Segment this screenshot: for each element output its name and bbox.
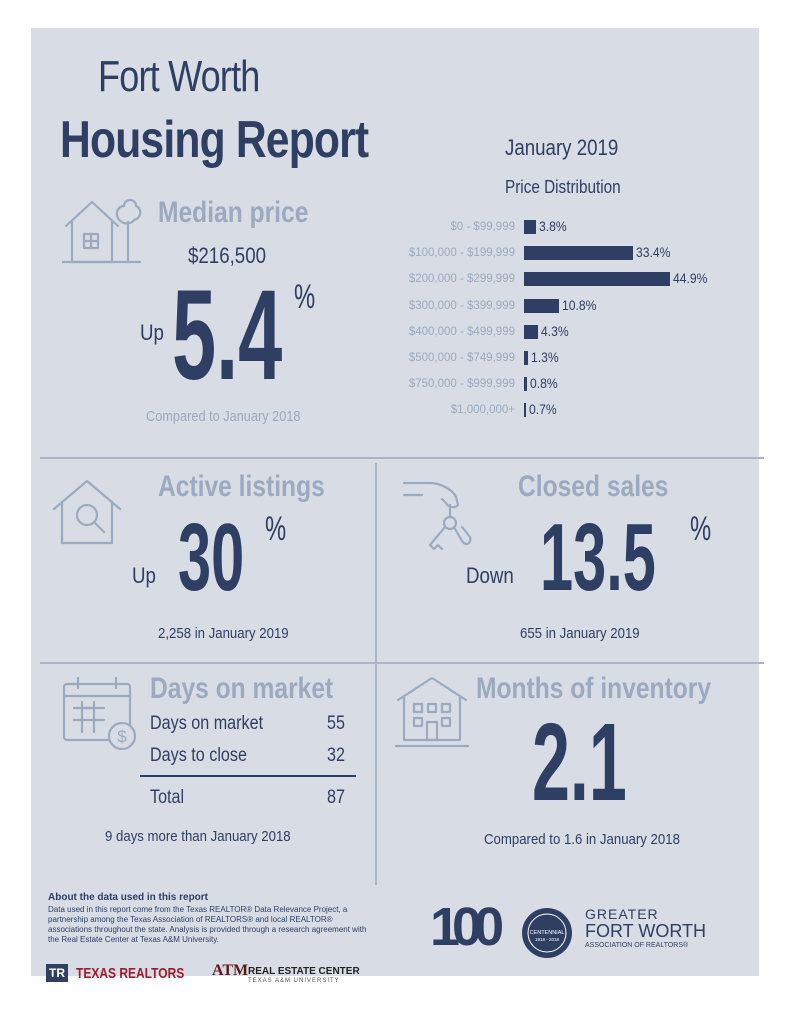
price-bucket-bar	[524, 324, 538, 339]
closed-change: 13.5	[540, 504, 656, 611]
gfw-line3: ASSOCIATION OF REALTORS®	[585, 942, 689, 949]
price-bucket-percent: 0.7%	[529, 402, 557, 418]
about-text: Data used in this report come from the T…	[48, 905, 367, 944]
rec-line2: TEXAS A&M UNIVERSITY	[248, 978, 340, 984]
building-icon	[394, 676, 470, 748]
svg-text:$: $	[117, 727, 127, 746]
total-label: Total	[150, 787, 185, 808]
dom-row-label: Days on market	[150, 713, 264, 734]
gfw-line2: FORT WORTH	[585, 921, 706, 941]
price-bucket-label: $300,000 - $399,999	[408, 299, 515, 312]
price-bucket-label: $750,000 - $999,999	[408, 378, 515, 391]
house-tree-icon	[62, 198, 142, 264]
gfw-line1: GREATER	[585, 906, 659, 922]
active-change: 30	[178, 504, 245, 611]
price-distribution-title: Price Distribution	[505, 177, 621, 197]
median-price-value: $216,500	[188, 243, 267, 268]
report-sheet	[31, 28, 759, 976]
price-bucket-label: $1,000,000+	[450, 404, 515, 417]
report-month: January 2019	[505, 135, 619, 160]
price-bucket-percent: 33.4%	[635, 245, 671, 261]
closed-direction: Down	[466, 563, 514, 588]
centennial-number: 100	[430, 897, 504, 957]
months-inventory-note: Compared to 1.6 in January 2018	[484, 831, 680, 848]
median-note: Compared to January 2018	[146, 408, 301, 425]
price-bucket-label: $0 - $99,999	[450, 221, 515, 233]
dom-note: 9 days more than January 2018	[105, 828, 291, 845]
closed-percent-sign: %	[690, 510, 712, 548]
title-line-2: Housing Report	[60, 111, 369, 169]
dom-row-value: 55	[327, 713, 345, 734]
price-bucket-bar	[524, 351, 529, 365]
price-bucket-percent: 3.8%	[539, 219, 568, 234]
days-on-market-heading: Days on market	[150, 672, 334, 705]
months-inventory-heading: Months of inventory	[476, 672, 712, 705]
title-line-1: Fort Worth	[98, 52, 260, 101]
median-change: 5.4	[172, 264, 283, 407]
texas-realtors-logo: TR TEXAS REALTORS	[46, 964, 216, 984]
median-direction: Up	[140, 320, 164, 345]
median-price-heading: Median price	[158, 196, 309, 229]
price-bucket-percent: 0.8%	[529, 376, 558, 392]
hand-keys-icon	[402, 481, 472, 551]
tamu-logo: ATM	[212, 962, 249, 979]
divider-1	[40, 457, 764, 459]
centennial-logo: 100 CENTENNIAL 1918 - 2018	[430, 897, 580, 962]
price-bucket-bar	[524, 298, 560, 313]
dtc-row-value: 32	[327, 745, 345, 766]
total-rule	[140, 775, 356, 777]
total-value: 87	[327, 787, 345, 808]
active-percent-sign: %	[265, 510, 287, 548]
price-bucket-percent: 4.3%	[540, 323, 569, 339]
price-bucket-percent: 44.9%	[673, 271, 708, 287]
centennial-years: 1918 - 2018	[535, 937, 560, 942]
price-bucket-label: $200,000 - $299,999	[408, 273, 515, 286]
centennial-seal-text: CENTENNIAL	[530, 930, 565, 936]
house-search-icon	[52, 479, 122, 545]
price-bucket-bar	[524, 272, 670, 287]
price-bucket-percent: 10.8%	[562, 297, 597, 313]
price-bucket-bar	[524, 246, 633, 261]
rec-line1: REAL ESTATE CENTER	[248, 966, 360, 977]
tr-mark: TR	[46, 964, 68, 982]
price-bucket-bar	[524, 403, 527, 418]
median-percent-sign: %	[294, 278, 316, 316]
price-bucket-bar	[524, 377, 527, 392]
closed-sales-heading: Closed sales	[518, 470, 669, 503]
closed-note: 655 in January 2019	[520, 625, 640, 642]
price-bucket-label: $500,000 - $749,999	[408, 352, 515, 364]
active-direction: Up	[132, 563, 156, 588]
price-bucket-label: $100,000 - $199,999	[408, 247, 515, 260]
dtc-row-label: Days to close	[150, 745, 247, 766]
calendar-dollar-icon: $	[62, 676, 137, 751]
divider-2	[40, 662, 764, 664]
texas-realtors-text: TEXAS REALTORS	[76, 964, 185, 982]
months-inventory-value: 2.1	[532, 701, 627, 824]
price-bucket-percent: 1.3%	[531, 350, 559, 365]
price-bucket-bar	[524, 220, 537, 234]
active-note: 2,258 in January 2019	[158, 625, 289, 642]
divider-vertical	[375, 463, 377, 885]
price-bucket-label: $400,000 - $499,999	[408, 325, 515, 338]
active-listings-heading: Active listings	[158, 470, 325, 503]
centennial-seal-icon: CENTENNIAL 1918 - 2018	[522, 908, 572, 958]
about-heading: About the data used in this report	[48, 892, 209, 903]
